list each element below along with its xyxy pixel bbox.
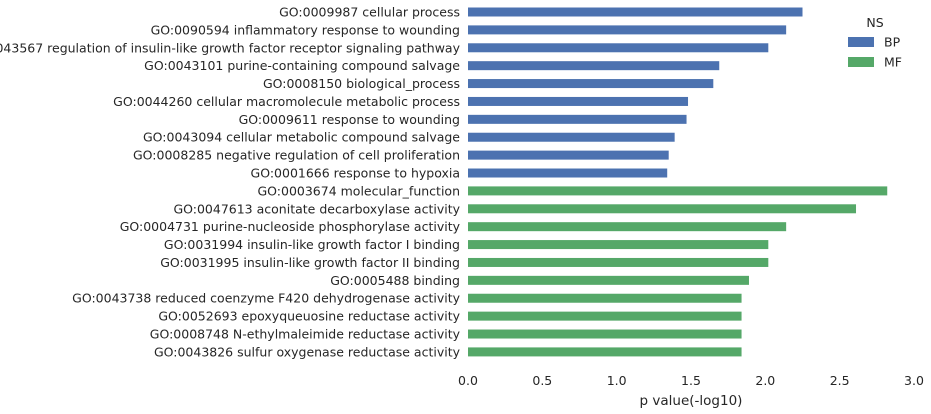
- legend-label: MF: [884, 55, 902, 70]
- bar: [468, 150, 669, 160]
- category-label: GO:0043094 cellular metabolic compound s…: [143, 130, 460, 145]
- bar: [468, 79, 714, 89]
- category-label: GO:0047613 aconitate decarboxylase activ…: [173, 201, 460, 216]
- bar: [468, 132, 675, 142]
- legend-title: NS: [866, 15, 883, 30]
- legend-label: BP: [884, 35, 901, 50]
- category-label: GO:0003674 molecular_function: [257, 183, 460, 198]
- x-tick-label: 1.5: [681, 373, 701, 388]
- bar: [468, 114, 687, 124]
- category-label: GO:0043826 sulfur oxygenase reductase ac…: [154, 344, 461, 359]
- bar: [468, 347, 742, 357]
- bar: [468, 204, 857, 214]
- bar: [468, 257, 769, 267]
- legend-swatch: [848, 57, 874, 67]
- category-label: GO:0008150 biological_process: [263, 76, 460, 91]
- bar: [468, 43, 769, 53]
- category-label: GO:0009611 response to wounding: [239, 112, 460, 127]
- x-tick-label: 3.0: [904, 373, 924, 388]
- bar: [468, 329, 742, 339]
- x-tick-label: 0.0: [458, 373, 478, 388]
- bar: [468, 168, 668, 178]
- x-tick-label: 0.5: [532, 373, 552, 388]
- x-tick-label: 2.0: [755, 373, 775, 388]
- category-label: GO:0043567 regulation of insulin-like gr…: [0, 40, 461, 55]
- bar: [468, 186, 888, 196]
- category-label: GO:0031994 insulin-like growth factor I …: [164, 237, 460, 252]
- category-labels: GO:0009987 cellular process GO:0090594 in…: [0, 5, 461, 360]
- category-label: GO:0044260 cellular macromolecule metabo…: [113, 94, 460, 109]
- bar: [468, 96, 689, 106]
- category-label: GO:0008748 N-ethylmaleimide reductase ac…: [150, 327, 461, 342]
- legend: NS BP MF: [848, 15, 902, 70]
- category-label: GO:0043101 purine-containing compound sa…: [144, 58, 460, 73]
- category-label: GO:0008285 negative regulation of cell p…: [133, 148, 460, 163]
- bars-group: [468, 7, 888, 357]
- category-label: GO:0090594 inflammatory response to woun…: [151, 22, 460, 37]
- x-tick-label: 1.0: [607, 373, 627, 388]
- bar: [468, 311, 742, 321]
- bar: [468, 275, 749, 285]
- bar: [468, 222, 787, 232]
- category-label: GO:0043738 reduced coenzyme F420 dehydro…: [72, 291, 460, 306]
- category-label: GO:0031995 insulin-like growth factor II…: [160, 255, 460, 270]
- bar: [468, 61, 720, 71]
- bar: [468, 25, 787, 35]
- bar: [468, 7, 803, 17]
- category-label: GO:0005488 binding: [330, 273, 460, 288]
- category-label: GO:0052693 epoxyqueuosine reductase acti…: [158, 309, 460, 324]
- legend-swatch: [848, 37, 874, 47]
- x-tick-label: 2.5: [830, 373, 850, 388]
- bar: [468, 240, 769, 250]
- category-label: GO:0009987 cellular process: [279, 5, 460, 20]
- category-label: GO:0004731 purine-nucleoside phosphoryla…: [120, 219, 461, 234]
- x-axis-title: p value(-log10): [640, 393, 743, 409]
- x-tick-labels: 0.0 0.5 1.0 1.5 2.0 2.5 3.0: [458, 373, 924, 388]
- bar: [468, 293, 742, 303]
- category-label: GO:0001666 response to hypoxia: [251, 166, 460, 181]
